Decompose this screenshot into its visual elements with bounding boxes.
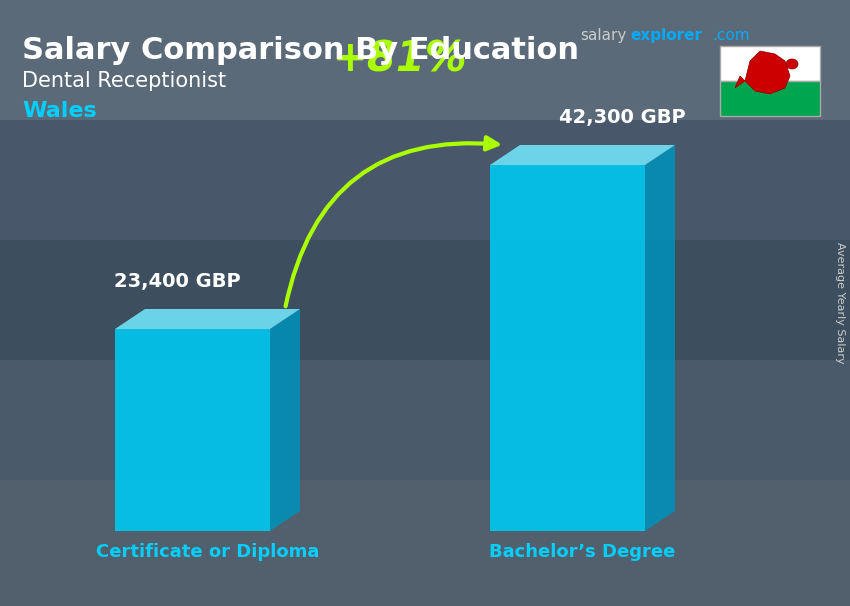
Text: 23,400 GBP: 23,400 GBP <box>114 272 241 291</box>
Text: .com: .com <box>712 28 750 43</box>
Polygon shape <box>270 309 300 531</box>
Text: explorer: explorer <box>630 28 702 43</box>
Text: Certificate or Diploma: Certificate or Diploma <box>96 543 320 561</box>
Text: Wales: Wales <box>22 101 97 121</box>
Bar <box>720 46 820 81</box>
Text: 42,300 GBP: 42,300 GBP <box>559 108 686 127</box>
Bar <box>490 165 645 531</box>
Bar <box>0 480 850 606</box>
Text: Average Yearly Salary: Average Yearly Salary <box>835 242 845 364</box>
Bar <box>115 329 270 531</box>
Polygon shape <box>735 76 745 88</box>
Ellipse shape <box>786 59 798 69</box>
Bar <box>0 360 850 480</box>
Text: Bachelor’s Degree: Bachelor’s Degree <box>490 543 676 561</box>
Polygon shape <box>745 51 790 94</box>
Polygon shape <box>645 145 675 531</box>
Text: Salary Comparison By Education: Salary Comparison By Education <box>22 36 579 65</box>
Bar <box>0 120 850 240</box>
Polygon shape <box>115 309 300 329</box>
Polygon shape <box>490 145 675 165</box>
Bar <box>0 240 850 360</box>
Bar <box>720 81 820 116</box>
Text: salary: salary <box>580 28 626 43</box>
Text: +81%: +81% <box>332 39 468 81</box>
FancyArrowPatch shape <box>286 137 497 306</box>
Text: Dental Receptionist: Dental Receptionist <box>22 71 226 91</box>
Bar <box>0 0 850 120</box>
